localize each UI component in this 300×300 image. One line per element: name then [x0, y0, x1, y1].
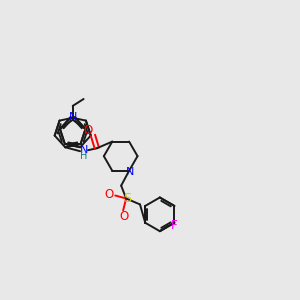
Text: N: N: [68, 112, 77, 122]
Text: O: O: [105, 188, 114, 201]
Text: N: N: [126, 167, 134, 177]
Text: N: N: [80, 145, 88, 155]
Text: O: O: [119, 210, 129, 223]
Text: F: F: [170, 219, 177, 232]
Text: H: H: [80, 151, 88, 161]
Text: O: O: [83, 124, 93, 137]
Text: S: S: [123, 192, 131, 205]
